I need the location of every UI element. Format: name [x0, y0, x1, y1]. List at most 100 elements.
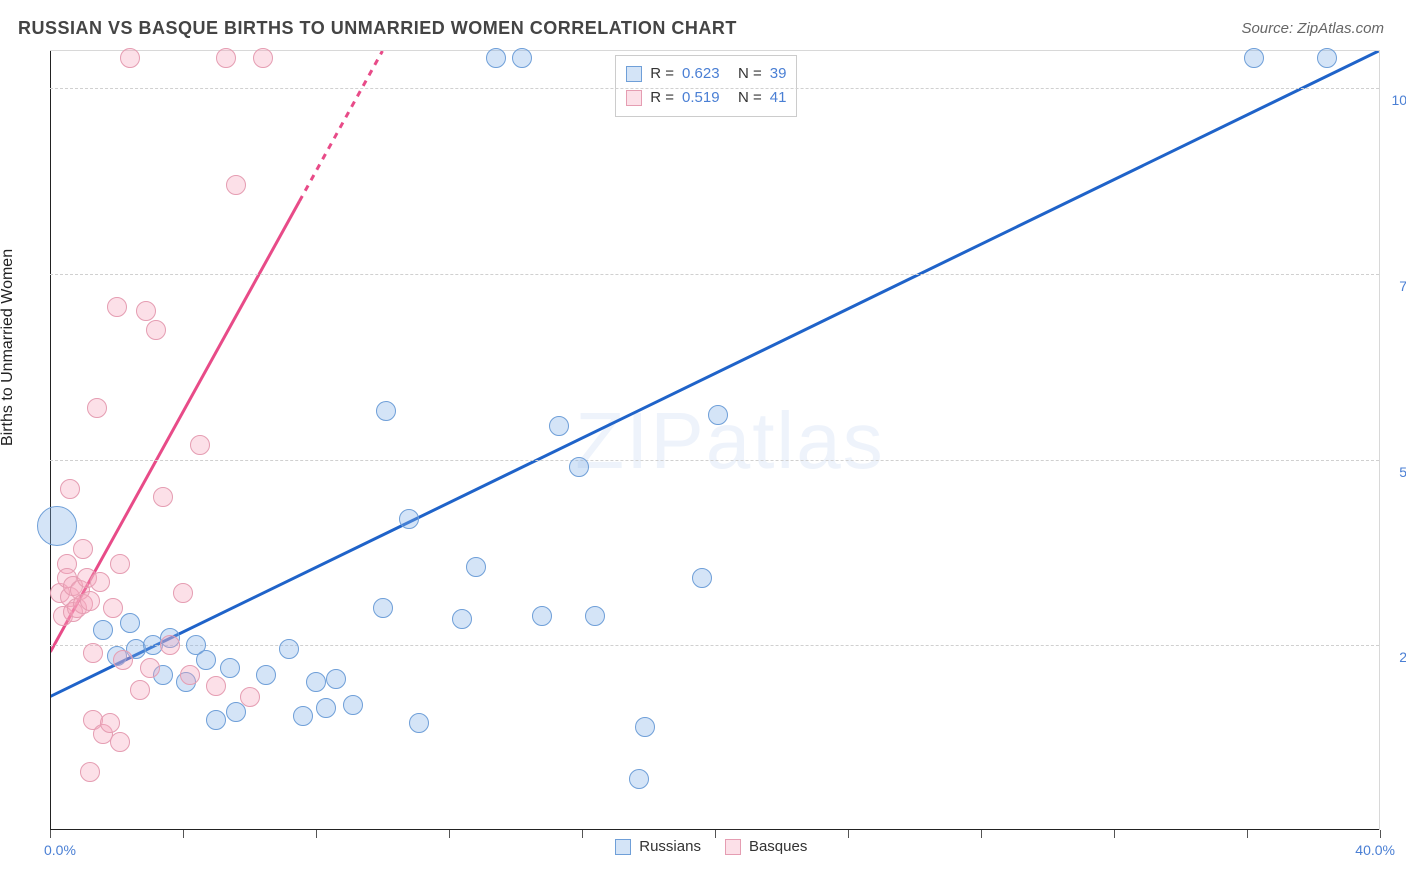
- y-tick-label: 100.0%: [1392, 92, 1406, 108]
- series-legend-item: Basques: [725, 838, 807, 855]
- series-legend: Russians Basques: [615, 838, 807, 855]
- scatter-point-russians: [316, 698, 336, 718]
- scatter-point-russians: [93, 620, 113, 640]
- scatter-point-russians: [532, 606, 552, 626]
- legend-swatch-basques: [626, 90, 642, 106]
- x-tick: [1247, 830, 1248, 838]
- x-tick: [316, 830, 317, 838]
- scatter-point-russians: [549, 416, 569, 436]
- scatter-point-basques: [80, 762, 100, 782]
- scatter-point-basques: [180, 665, 200, 685]
- scatter-point-russians: [326, 669, 346, 689]
- source-attribution: Source: ZipAtlas.com: [1241, 20, 1384, 37]
- chart-container: RUSSIAN VS BASQUE BIRTHS TO UNMARRIED WO…: [0, 0, 1406, 892]
- scatter-point-basques: [113, 650, 133, 670]
- legend-label-basques: Basques: [749, 838, 807, 855]
- scatter-point-basques: [240, 687, 260, 707]
- scatter-point-basques: [226, 175, 246, 195]
- watermark-suffix: atlas: [706, 396, 885, 485]
- scatter-point-russians: [1244, 48, 1264, 68]
- watermark-text: ZIPatlas: [575, 395, 884, 487]
- scatter-point-russians: [399, 509, 419, 529]
- scatter-point-basques: [107, 297, 127, 317]
- x-tick: [449, 830, 450, 838]
- scatter-point-basques: [173, 583, 193, 603]
- scatter-point-russians: [293, 706, 313, 726]
- scatter-point-basques: [160, 635, 180, 655]
- scatter-point-russians: [585, 606, 605, 626]
- scatter-point-russians: [206, 710, 226, 730]
- scatter-point-russians: [635, 717, 655, 737]
- legend-swatch-russians: [626, 66, 642, 82]
- correlation-legend: R =0.623N =39R =0.519N =41: [615, 55, 797, 117]
- scatter-point-russians: [569, 457, 589, 477]
- scatter-point-basques: [136, 301, 156, 321]
- scatter-point-basques: [110, 732, 130, 752]
- scatter-point-basques: [100, 713, 120, 733]
- x-tick: [715, 830, 716, 838]
- scatter-point-russians: [466, 557, 486, 577]
- gridline-h: [50, 274, 1379, 275]
- gridline-h: [50, 88, 1379, 89]
- x-tick-label-min: 0.0%: [44, 842, 76, 858]
- scatter-point-russians: [120, 613, 140, 633]
- scatter-point-russians: [226, 702, 246, 722]
- scatter-point-basques: [80, 591, 100, 611]
- scatter-point-basques: [103, 598, 123, 618]
- x-tick-label-max: 40.0%: [1355, 842, 1395, 858]
- scatter-point-basques: [253, 48, 273, 68]
- scatter-point-russians: [409, 713, 429, 733]
- scatter-point-russians: [629, 769, 649, 789]
- series-legend-item: Russians: [615, 838, 701, 855]
- scatter-point-basques: [110, 554, 130, 574]
- legend-swatch-russians: [615, 839, 631, 855]
- scatter-point-russians: [343, 695, 363, 715]
- scatter-point-russians: [220, 658, 240, 678]
- scatter-point-basques: [73, 539, 93, 559]
- x-tick: [582, 830, 583, 838]
- x-tick: [1114, 830, 1115, 838]
- scatter-point-russians: [37, 506, 77, 546]
- scatter-point-basques: [83, 643, 103, 663]
- scatter-point-russians: [256, 665, 276, 685]
- scatter-point-russians: [306, 672, 326, 692]
- scatter-point-russians: [373, 598, 393, 618]
- scatter-point-basques: [216, 48, 236, 68]
- x-tick: [183, 830, 184, 838]
- scatter-point-russians: [196, 650, 216, 670]
- gridline-h: [50, 460, 1379, 461]
- y-tick-label: 75.0%: [1399, 278, 1406, 294]
- y-tick-label: 25.0%: [1399, 649, 1406, 665]
- gridline-h: [50, 645, 1379, 646]
- scatter-point-basques: [130, 680, 150, 700]
- scatter-point-russians: [708, 405, 728, 425]
- correlation-row-basques: R =0.519N =41: [626, 86, 786, 110]
- scatter-point-basques: [60, 479, 80, 499]
- scatter-point-basques: [153, 487, 173, 507]
- y-axis-line: [50, 51, 51, 830]
- y-axis-title: Births to Unmarried Women: [0, 249, 17, 446]
- trend-lines-svg: [50, 51, 1379, 830]
- scatter-point-basques: [206, 676, 226, 696]
- scatter-point-russians: [1317, 48, 1337, 68]
- plot-area: ZIPatlas R =0.623N =39R =0.519N =41 25.0…: [50, 50, 1380, 830]
- scatter-point-russians: [279, 639, 299, 659]
- scatter-point-basques: [90, 572, 110, 592]
- scatter-point-russians: [692, 568, 712, 588]
- scatter-point-russians: [486, 48, 506, 68]
- scatter-point-basques: [146, 320, 166, 340]
- y-tick-label: 50.0%: [1399, 464, 1406, 480]
- x-tick: [50, 830, 51, 838]
- scatter-point-basques: [87, 398, 107, 418]
- x-tick: [1380, 830, 1381, 838]
- scatter-point-basques: [140, 658, 160, 678]
- scatter-point-russians: [376, 401, 396, 421]
- scatter-point-russians: [452, 609, 472, 629]
- scatter-point-basques: [120, 48, 140, 68]
- correlation-row-russians: R =0.623N =39: [626, 62, 786, 86]
- watermark-prefix: ZIP: [575, 396, 705, 485]
- legend-swatch-basques: [725, 839, 741, 855]
- x-tick: [848, 830, 849, 838]
- x-tick: [981, 830, 982, 838]
- scatter-point-russians: [512, 48, 532, 68]
